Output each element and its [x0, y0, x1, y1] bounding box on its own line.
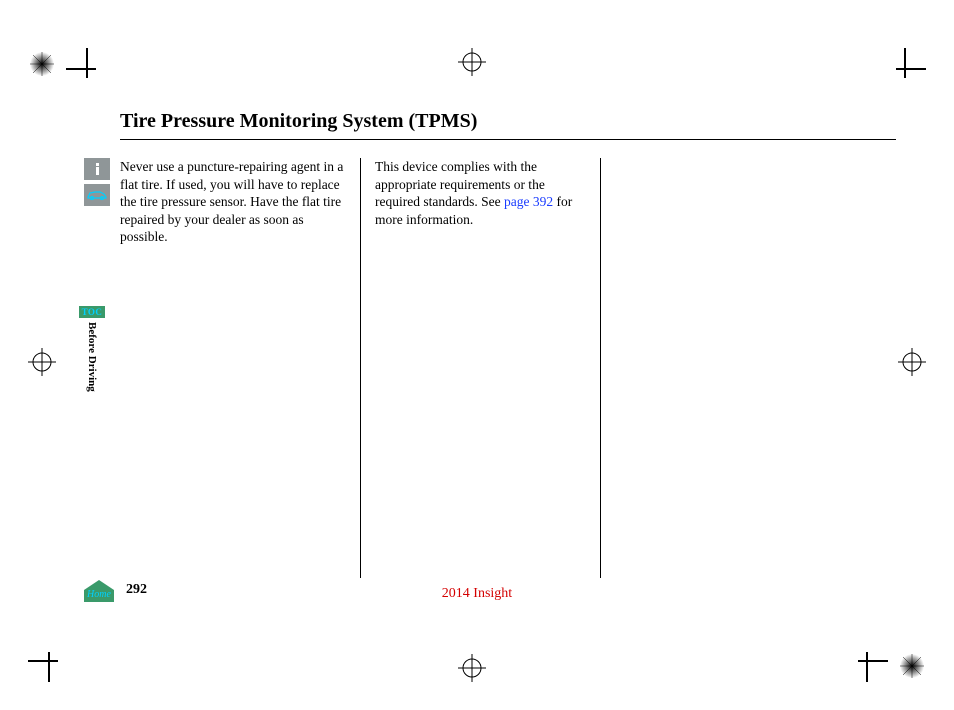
crop-mark-bl — [20, 650, 60, 690]
page-title: Tire Pressure Monitoring System (TPMS) — [120, 110, 896, 140]
density-target-tl — [28, 50, 56, 78]
margin-icons — [84, 158, 112, 206]
registration-mark-bottom — [458, 654, 486, 682]
density-target-br — [898, 652, 926, 680]
column-1: Never use a puncture-repairing agent in … — [120, 158, 360, 578]
col1-text: Never use a puncture-repairing agent in … — [120, 159, 343, 244]
section-label: Before Driving — [86, 322, 98, 392]
registration-mark-right — [898, 348, 926, 376]
crop-mark-tl — [58, 40, 98, 80]
registration-mark-left — [28, 348, 56, 376]
text-columns: Never use a puncture-repairing agent in … — [120, 158, 896, 578]
home-label: Home — [87, 589, 111, 600]
toc-badge[interactable]: TOC — [79, 306, 106, 318]
crop-mark-tr — [894, 40, 934, 80]
column-2: This device complies with the appropriat… — [360, 158, 600, 578]
document-meta: 2014 Insight — [442, 586, 512, 602]
car-icon — [84, 184, 110, 206]
page-content: Tire Pressure Monitoring System (TPMS) N… — [120, 110, 896, 610]
page-number: 292 — [126, 582, 147, 598]
column-3 — [600, 158, 840, 578]
crop-mark-br — [856, 650, 896, 690]
page-reference-link[interactable]: page 392 — [504, 194, 553, 209]
info-icon — [84, 158, 110, 180]
registration-mark-top — [458, 48, 486, 76]
home-button[interactable]: Home — [80, 578, 118, 602]
toc-tab[interactable]: TOC Before Driving — [80, 306, 104, 392]
